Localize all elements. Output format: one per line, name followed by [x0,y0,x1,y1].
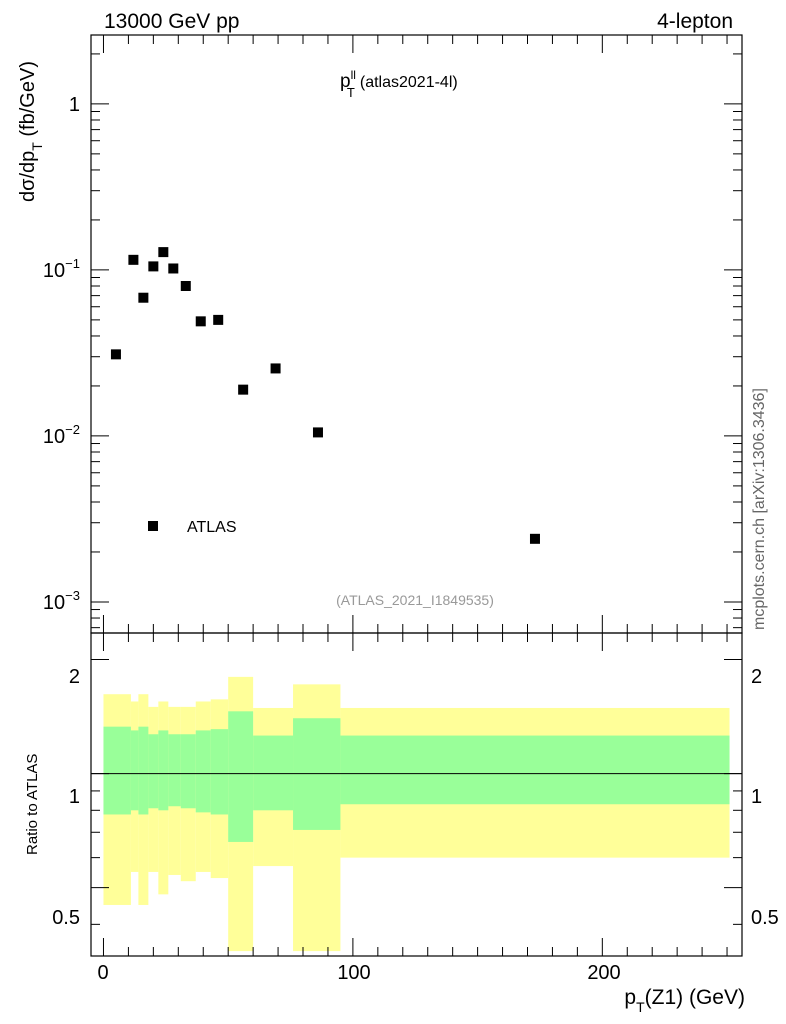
ratio-inner-band [168,734,181,807]
main-y-tick-label: 10−1 [43,256,80,282]
data-point [138,292,149,303]
x-axis-title-pre: p [624,986,636,1009]
ratio-inner-band [210,729,229,815]
ratio-y-tick-right-1: 1 [751,786,762,808]
main-plot-frame [90,34,743,634]
ratio-inner-band [228,711,254,842]
main-y-axis-title-sub: T [29,142,45,151]
x-axis-title-sub: T [636,999,645,1015]
ratio-inner-band [138,726,149,815]
data-point [270,363,281,374]
main-plot: 1 10−1 10−2 10−3 pll T (atlas2021-4l) ATLAS (… [17,34,743,634]
ratio-y-tick-left-2: 2 [69,666,80,688]
data-point [238,384,249,395]
x-axis-title: pT(Z1) (GeV) [624,986,745,1015]
ratio-inner-band [340,735,730,805]
data-point [158,247,169,258]
main-y-tick-label: 10−3 [43,588,80,614]
data-point [529,533,540,544]
x-axis-title-post: (Z1) (GeV) [645,986,745,1009]
data-point [195,316,206,327]
x-tick-label-0: 0 [97,962,108,984]
main-y-axis-title: dσ/dpT (fb/GeV) [17,61,45,202]
x-tick-label-200: 200 [587,962,620,984]
ratio-inner-band [195,730,211,813]
plot-title-sub: T [347,85,355,100]
plot-title-main: p [340,71,351,92]
analysis-id: (ATLAS_2021_I1849535) [336,592,494,608]
ratio-y-axis-title: Ratio to ATLAS [24,754,41,855]
ratio-inner-band [130,730,139,811]
plot-title-rest: (atlas2021-4l) [360,74,458,91]
ratio-ticks [91,633,742,956]
plot-title-sup: ll [351,68,356,82]
data-point [110,349,121,360]
legend-label: ATLAS [187,519,237,536]
ratio-inner-band [158,730,169,811]
data-point [213,314,224,325]
ratio-bands [103,676,730,952]
data-point [148,261,159,272]
x-tick-label-100: 100 [337,962,370,984]
plot-title: pll T (atlas2021-4l) [340,68,458,100]
ratio-inner-band [103,726,131,815]
legend-marker [148,521,158,531]
ratio-y-tick-left-0-5: 0.5 [52,907,80,929]
main-y-tick-label: 10−2 [43,422,80,448]
data-point [168,263,179,274]
main-y-axis-title-post: (fb/GeV) [17,61,39,142]
ratio-y-tick-left-1: 1 [69,786,80,808]
data-point [128,254,139,265]
ratio-plot: 2 1 0.5 2 1 0.5 Ratio to ATLAS 0 100 200… [24,632,779,1015]
header-energy: 13000 GeV pp [104,10,239,33]
main-y-tick-label: 1 [69,94,80,116]
watermark: mcplots.cern.ch [arXiv:1306.3436] [751,388,768,630]
header-channel: 4-lepton [657,10,733,33]
main-y-tick-labels: 1 10−1 10−2 10−3 [43,94,80,614]
data-point [180,280,191,291]
main-data-points [110,247,540,544]
main-ticks [91,35,742,633]
ratio-inner-band [148,734,159,809]
data-point [312,427,323,438]
ratio-plot-frame [90,632,743,957]
ratio-y-tick-right-2: 2 [751,666,762,688]
main-y-axis-title-pre: dσ/dp [17,151,39,202]
ratio-inner-band [180,734,196,809]
ratio-y-tick-right-0-5: 0.5 [751,907,779,929]
ratio-inner-band [253,735,294,811]
